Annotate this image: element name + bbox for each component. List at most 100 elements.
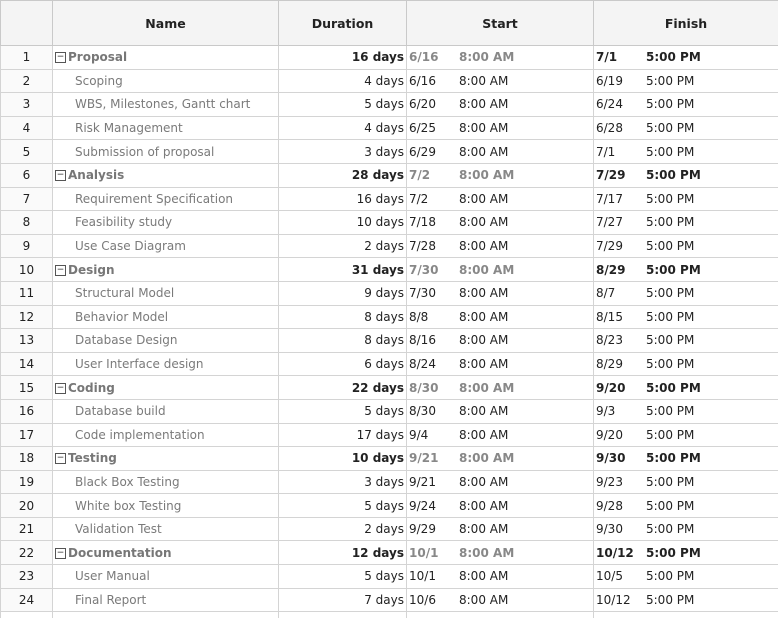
duration-cell[interactable]: 6 days: [278, 351, 407, 377]
row-id-cell[interactable]: 19: [0, 469, 53, 495]
task-name-cell[interactable]: Behavior Model: [52, 304, 279, 330]
start-cell[interactable]: 6/25 8:00 AM: [406, 115, 594, 141]
start-cell[interactable]: 7/30 8:00 AM: [406, 280, 594, 306]
duration-cell[interactable]: 28 days: [278, 162, 407, 188]
start-cell[interactable]: 9/24 8:00 AM: [406, 493, 594, 518]
task-name-cell[interactable]: Use Case Diagram: [52, 233, 279, 259]
row-id-cell[interactable]: 13: [0, 328, 53, 353]
task-row[interactable]: 3 WBS, Milestones, Gantt chart 5 days 6/20 8…: [0, 92, 778, 117]
duration-cell[interactable]: 3 days: [278, 139, 407, 164]
summary-task-row[interactable]: 10− Design 31 days 7/30 8:00 AM 8/29 5:00 PM: [0, 257, 778, 282]
column-header-duration[interactable]: Duration: [278, 0, 407, 46]
finish-cell[interactable]: 9/20 5:00 PM: [593, 422, 778, 448]
row-id-cell[interactable]: 4: [0, 115, 53, 141]
duration-cell[interactable]: 3 days: [278, 469, 407, 495]
duration-cell[interactable]: 5 days: [278, 398, 407, 424]
start-cell[interactable]: 10/1 8:00 AM: [406, 564, 594, 589]
duration-cell[interactable]: 5 days: [278, 564, 407, 589]
task-name-cell[interactable]: Black Box Testing: [52, 469, 279, 495]
start-cell[interactable]: 6/16 8:00 AM: [406, 45, 594, 70]
finish-cell[interactable]: 9/20 5:00 PM: [593, 375, 778, 400]
finish-cell[interactable]: 7/29 5:00 PM: [593, 162, 778, 188]
start-cell[interactable]: 9/29 8:00 AM: [406, 516, 594, 542]
task-name-cell[interactable]: Final Report: [52, 587, 279, 613]
task-name-cell[interactable]: White box Testing: [52, 493, 279, 518]
row-id-cell[interactable]: 12: [0, 304, 53, 330]
row-id-cell[interactable]: 22: [0, 540, 53, 566]
start-cell[interactable]: 6/16 8:00 AM: [406, 68, 594, 94]
collapse-toggle-icon[interactable]: −: [55, 170, 66, 182]
task-row[interactable]: 4 Risk Management 4 days 6/25 8:00 AM 6/28 5:0…: [0, 115, 778, 141]
row-id-cell[interactable]: 16: [0, 398, 53, 424]
finish-cell[interactable]: 7/27 5:00 PM: [593, 210, 778, 235]
finish-cell[interactable]: 9/30 5:00 PM: [593, 446, 778, 471]
task-row[interactable]: 17 Code implementation 17 days 9/4 8:00 AM 9/…: [0, 422, 778, 448]
collapse-toggle-icon[interactable]: −: [55, 382, 66, 394]
task-row[interactable]: 12 Behavior Model 8 days 8/8 8:00 AM 8/15 5:00…: [0, 304, 778, 330]
finish-cell[interactable]: 8/29 5:00 PM: [593, 257, 778, 282]
task-name-cell[interactable]: − Proposal: [52, 45, 279, 70]
finish-cell[interactable]: 7/17 5:00 PM: [593, 186, 778, 212]
task-name-cell[interactable]: Requirement Specification: [52, 186, 279, 212]
row-id-cell[interactable]: 20: [0, 493, 53, 518]
row-id-cell[interactable]: 3: [0, 92, 53, 117]
duration-cell[interactable]: 2 days: [278, 516, 407, 542]
duration-cell[interactable]: 7 days: [278, 587, 407, 613]
row-id-cell[interactable]: 14: [0, 351, 53, 377]
duration-cell[interactable]: 22 days: [278, 375, 407, 400]
row-id-cell[interactable]: 5: [0, 139, 53, 164]
finish-cell[interactable]: 10/5 5:00 PM: [593, 564, 778, 589]
start-cell[interactable]: 8/8 8:00 AM: [406, 304, 594, 330]
task-row[interactable]: 9 Use Case Diagram 2 days 7/28 8:00 AM 7/29 5:…: [0, 233, 778, 259]
row-id-cell[interactable]: 24: [0, 587, 53, 613]
duration-cell[interactable]: 5 days: [278, 493, 407, 518]
row-id-cell[interactable]: 7: [0, 186, 53, 212]
task-row[interactable]: 19 Black Box Testing 3 days 9/21 8:00 AM 9/23…: [0, 469, 778, 495]
row-id-cell[interactable]: 10: [0, 257, 53, 282]
duration-cell[interactable]: 5 days: [278, 92, 407, 117]
duration-cell[interactable]: 17 days: [278, 422, 407, 448]
select-all-corner[interactable]: [0, 0, 53, 46]
column-header-name[interactable]: Name: [52, 0, 279, 46]
finish-cell[interactable]: 7/1 5:00 PM: [593, 45, 778, 70]
finish-cell[interactable]: 9/3 5:00 PM: [593, 398, 778, 424]
task-row[interactable]: 11 Structural Model 9 days 7/30 8:00 AM 8/7 5:…: [0, 280, 778, 306]
finish-cell[interactable]: 10/12 5:00 PM: [593, 540, 778, 566]
task-name-cell[interactable]: − Coding: [52, 375, 279, 400]
task-name-cell[interactable]: Database Design: [52, 328, 279, 353]
collapse-toggle-icon[interactable]: −: [55, 52, 66, 64]
start-cell[interactable]: 7/2 8:00 AM: [406, 186, 594, 212]
duration-cell[interactable]: 9 days: [278, 280, 407, 306]
start-cell[interactable]: 7/2 8:00 AM: [406, 162, 594, 188]
collapse-toggle-icon[interactable]: −: [55, 547, 66, 559]
row-id-cell[interactable]: 21: [0, 516, 53, 542]
start-cell[interactable]: 7/28 8:00 AM: [406, 233, 594, 259]
finish-cell[interactable]: 6/19 5:00 PM: [593, 68, 778, 94]
collapse-toggle-icon[interactable]: −: [55, 453, 66, 465]
finish-cell[interactable]: 9/23 5:00 PM: [593, 469, 778, 495]
start-cell[interactable]: 10/1 8:00 AM: [406, 540, 594, 566]
task-name-cell[interactable]: Scoping: [52, 68, 279, 94]
finish-cell[interactable]: 8/15 5:00 PM: [593, 304, 778, 330]
finish-cell[interactable]: 10/12 5:00 PM: [593, 587, 778, 613]
duration-cell[interactable]: 8 days: [278, 328, 407, 353]
task-name-cell[interactable]: − Analysis: [52, 162, 279, 188]
start-cell[interactable]: 7/18 8:00 AM: [406, 210, 594, 235]
task-name-cell[interactable]: − Testing: [52, 446, 279, 471]
finish-cell[interactable]: 8/29 5:00 PM: [593, 351, 778, 377]
task-row[interactable]: 5 Submission of proposal 3 days 6/29 8:00 AM…: [0, 139, 778, 164]
task-row[interactable]: 2 Scoping 4 days 6/16 8:00 AM 6/19 5:00 PM: [0, 68, 778, 94]
duration-cell[interactable]: 16 days: [278, 186, 407, 212]
summary-task-row[interactable]: 18− Testing 10 days 9/21 8:00 AM 9/30 5:00 PM: [0, 446, 778, 471]
start-cell[interactable]: 8/24 8:00 AM: [406, 351, 594, 377]
task-row[interactable]: 8 Feasibility study 10 days 7/18 8:00 AM 7/27…: [0, 210, 778, 235]
task-row[interactable]: 14 User Interface design 6 days 8/24 8:00 AM…: [0, 351, 778, 377]
finish-cell[interactable]: 9/28 5:00 PM: [593, 493, 778, 518]
summary-task-row[interactable]: 22− Documentation 12 days 10/1 8:00 AM 10/12 5…: [0, 540, 778, 566]
row-id-cell[interactable]: 23: [0, 564, 53, 589]
task-name-cell[interactable]: Database build: [52, 398, 279, 424]
task-name-cell[interactable]: User Manual: [52, 564, 279, 589]
task-row[interactable]: 23 User Manual 5 days 10/1 8:00 AM 10/5 5:00 P…: [0, 564, 778, 589]
duration-cell[interactable]: 10 days: [278, 446, 407, 471]
duration-cell[interactable]: 2 days: [278, 233, 407, 259]
